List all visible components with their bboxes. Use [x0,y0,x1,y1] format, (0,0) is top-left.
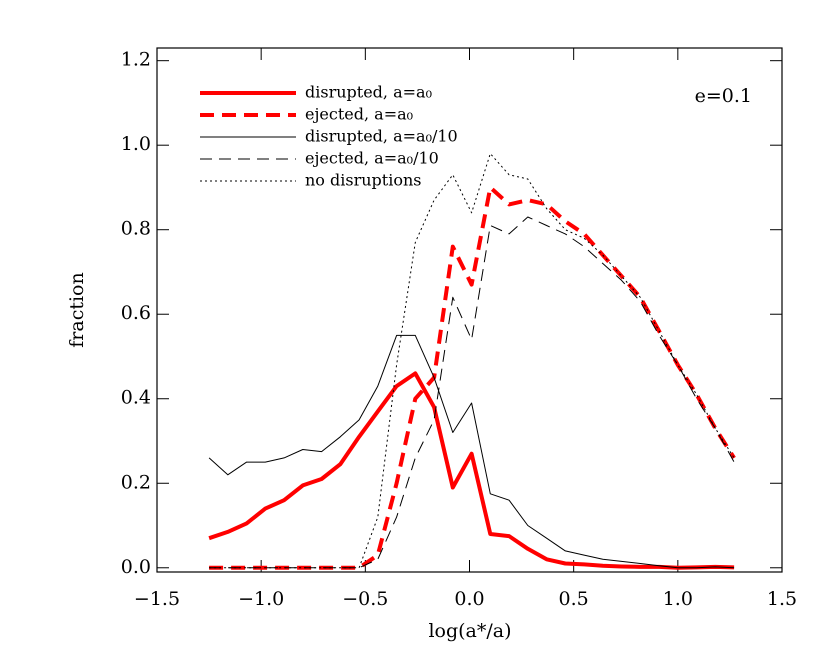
series-line [208,334,735,569]
x-tick-label: 0.0 [454,588,484,610]
y-axis-label: fraction [66,272,88,347]
series-line [208,371,735,570]
legend-label: disrupted, a=a₀/10 [305,127,458,146]
x-tick-label: −1.5 [134,588,180,610]
legend-label: ejected, a=a₀ [305,105,413,124]
y-tick-label: 1.0 [121,133,151,155]
y-tick-label: 0.8 [121,218,151,240]
x-tick-label: 1.5 [767,588,797,610]
annotation: e=0.1 [695,85,752,107]
x-tick-label: 1.0 [663,588,693,610]
x-tick-label: −1.0 [238,588,284,610]
y-tick-label: 0.4 [121,387,151,409]
y-tick-label: 0.0 [121,556,151,578]
series-line [209,185,736,570]
x-axis-label: log(a*/a) [428,620,511,642]
legend-label: ejected, a=a₀/10 [305,149,439,168]
plot-frame [156,47,783,573]
y-tick-label: 0.6 [121,302,151,324]
y-tick-label: 0.2 [121,471,151,493]
series-line [209,153,735,569]
y-tick-label: 1.2 [121,49,151,71]
x-tick-label: −0.5 [342,588,388,610]
legend-label: disrupted, a=a₀ [305,83,432,102]
legend-label: no disruptions [305,171,421,190]
x-tick-label: 0.5 [559,588,589,610]
series-line [209,216,735,569]
